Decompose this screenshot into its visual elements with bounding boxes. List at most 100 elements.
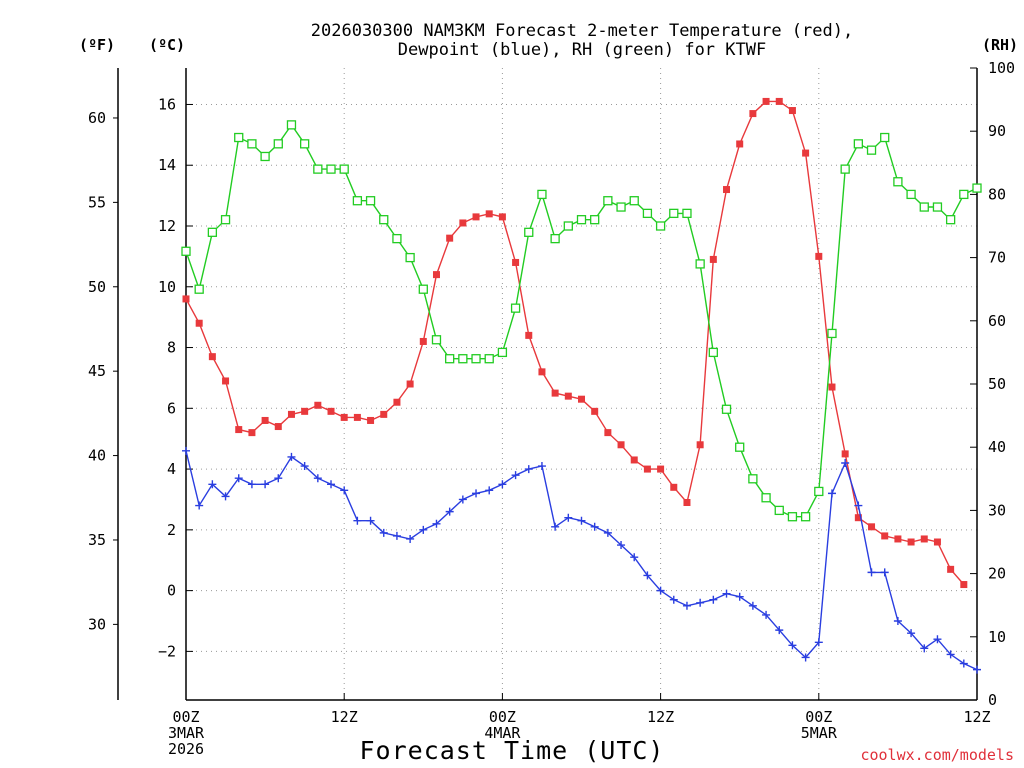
2-meter-temperature-point (894, 535, 902, 543)
rh-point (708, 347, 718, 358)
dewpoint-point (406, 534, 415, 543)
dewpoint-point (524, 465, 533, 474)
2-meter-temperature-point (960, 581, 968, 589)
2-meter-temperature-point (235, 426, 243, 434)
2-meter-temperature-point (314, 401, 322, 409)
rh-point (642, 208, 653, 219)
rh-tick-label: 20 (988, 565, 1006, 583)
2-meter-temperature-point (775, 97, 783, 105)
x-tick-label: 4MAR (484, 724, 521, 742)
dewpoint-point (445, 507, 454, 516)
celsius-tick-label: 16 (158, 95, 176, 113)
dewpoint-point (907, 629, 916, 638)
credit-link[interactable]: coolwx.com/models (860, 746, 1014, 764)
dewpoint-point (300, 462, 309, 471)
2-meter-temperature-point (933, 538, 941, 546)
x-tick-label: 2026 (168, 740, 204, 758)
2-meter-temperature-point (802, 149, 810, 157)
rh-point (497, 347, 508, 358)
rh-point (748, 474, 758, 484)
2-meter-temperature-point (551, 389, 559, 397)
2-meter-temperature-point (841, 450, 849, 458)
rh-point (616, 202, 626, 212)
rh-point (537, 189, 547, 200)
2-meter-temperature-point (380, 410, 388, 418)
rh-point (220, 215, 231, 225)
rh-point (524, 227, 534, 237)
dewpoint-point (893, 617, 902, 625)
rh-point (326, 164, 336, 174)
dewpoint-point (313, 474, 322, 483)
2-meter-temperature-point (564, 392, 572, 400)
2-meter-temperature-point (643, 465, 651, 473)
2-meter-temperature-point (591, 407, 599, 415)
2-meter-temperature-point (274, 423, 282, 431)
2-meter-temperature-point (617, 441, 625, 449)
2-meter-temperature-point (301, 407, 309, 415)
rh-tick-label: 0 (988, 691, 997, 709)
2-meter-temperature-point (920, 535, 928, 543)
dewpoint-point (353, 516, 362, 525)
rh-point (800, 512, 811, 522)
celsius-tick-label: 6 (167, 399, 176, 417)
rh-point (603, 196, 613, 206)
dewpoint-point (748, 601, 757, 610)
2-meter-temperature-point (696, 441, 704, 449)
dewpoint-point (419, 525, 428, 534)
rh-point (827, 328, 837, 339)
celsius-tick-label: 4 (167, 460, 176, 478)
rh-point (286, 120, 297, 130)
rh-tick-label: 80 (988, 185, 1006, 203)
x-axis-label: Forecast Time (UTC) (360, 736, 665, 765)
dewpoint-point (182, 446, 190, 455)
rh-point (695, 259, 705, 269)
2-meter-temperature-point (736, 140, 744, 148)
2-meter-temperature-point (222, 377, 230, 385)
dewpoint-point (696, 598, 705, 607)
dewpoint-point (920, 644, 929, 653)
rh-tick-label: 40 (988, 438, 1006, 456)
rh-point (576, 215, 587, 225)
2-meter-temperature-line (185, 100, 965, 585)
dewpoint-point (735, 592, 744, 601)
celsius-unit-label: (ºC) (149, 36, 185, 54)
2-meter-temperature-point (670, 483, 678, 491)
2-meter-temperature-point (406, 380, 414, 388)
dewpoint-point (340, 486, 349, 495)
2-meter-temperature-point (287, 410, 295, 418)
dewpoint-point (867, 568, 876, 577)
2-meter-temperature-point (868, 523, 876, 531)
2-meter-temperature-point (525, 331, 533, 339)
rh-tick-label: 90 (988, 122, 1006, 140)
2-meter-temperature-point (498, 213, 506, 221)
dewpoint-point (854, 501, 863, 510)
rh-point (299, 139, 310, 149)
2-meter-temperature-point (683, 499, 691, 506)
celsius-tick-label: 8 (167, 339, 176, 357)
chart-title-line-2: Dewpoint (blue), RH (green) for KTWF (398, 40, 766, 60)
rh-point (484, 354, 494, 364)
dewpoint-point (564, 513, 573, 522)
rh-point (181, 246, 191, 256)
dewpoint-point (366, 516, 375, 525)
dewpoint-point (379, 528, 388, 537)
dewpoint-point (775, 626, 784, 635)
dewpoint-point (590, 522, 599, 531)
rh-unit-label: (RH) (982, 36, 1018, 54)
dewpoint-point (603, 528, 612, 537)
2-meter-temperature-point (340, 413, 348, 421)
dewpoint-line (185, 450, 978, 671)
rh-point (629, 196, 639, 206)
dewpoint-point (656, 586, 665, 595)
2-meter-temperature-point (723, 186, 731, 194)
dewpoint-point (682, 601, 691, 610)
dewpoint-point (617, 541, 626, 550)
rh-point (339, 164, 349, 174)
rh-point (405, 252, 415, 263)
celsius-tick-label: 12 (158, 217, 176, 235)
rh-point (655, 221, 666, 231)
rh-point (260, 151, 270, 162)
fahrenheit-tick-label: 30 (88, 615, 106, 633)
2-meter-temperature-point (788, 107, 796, 115)
